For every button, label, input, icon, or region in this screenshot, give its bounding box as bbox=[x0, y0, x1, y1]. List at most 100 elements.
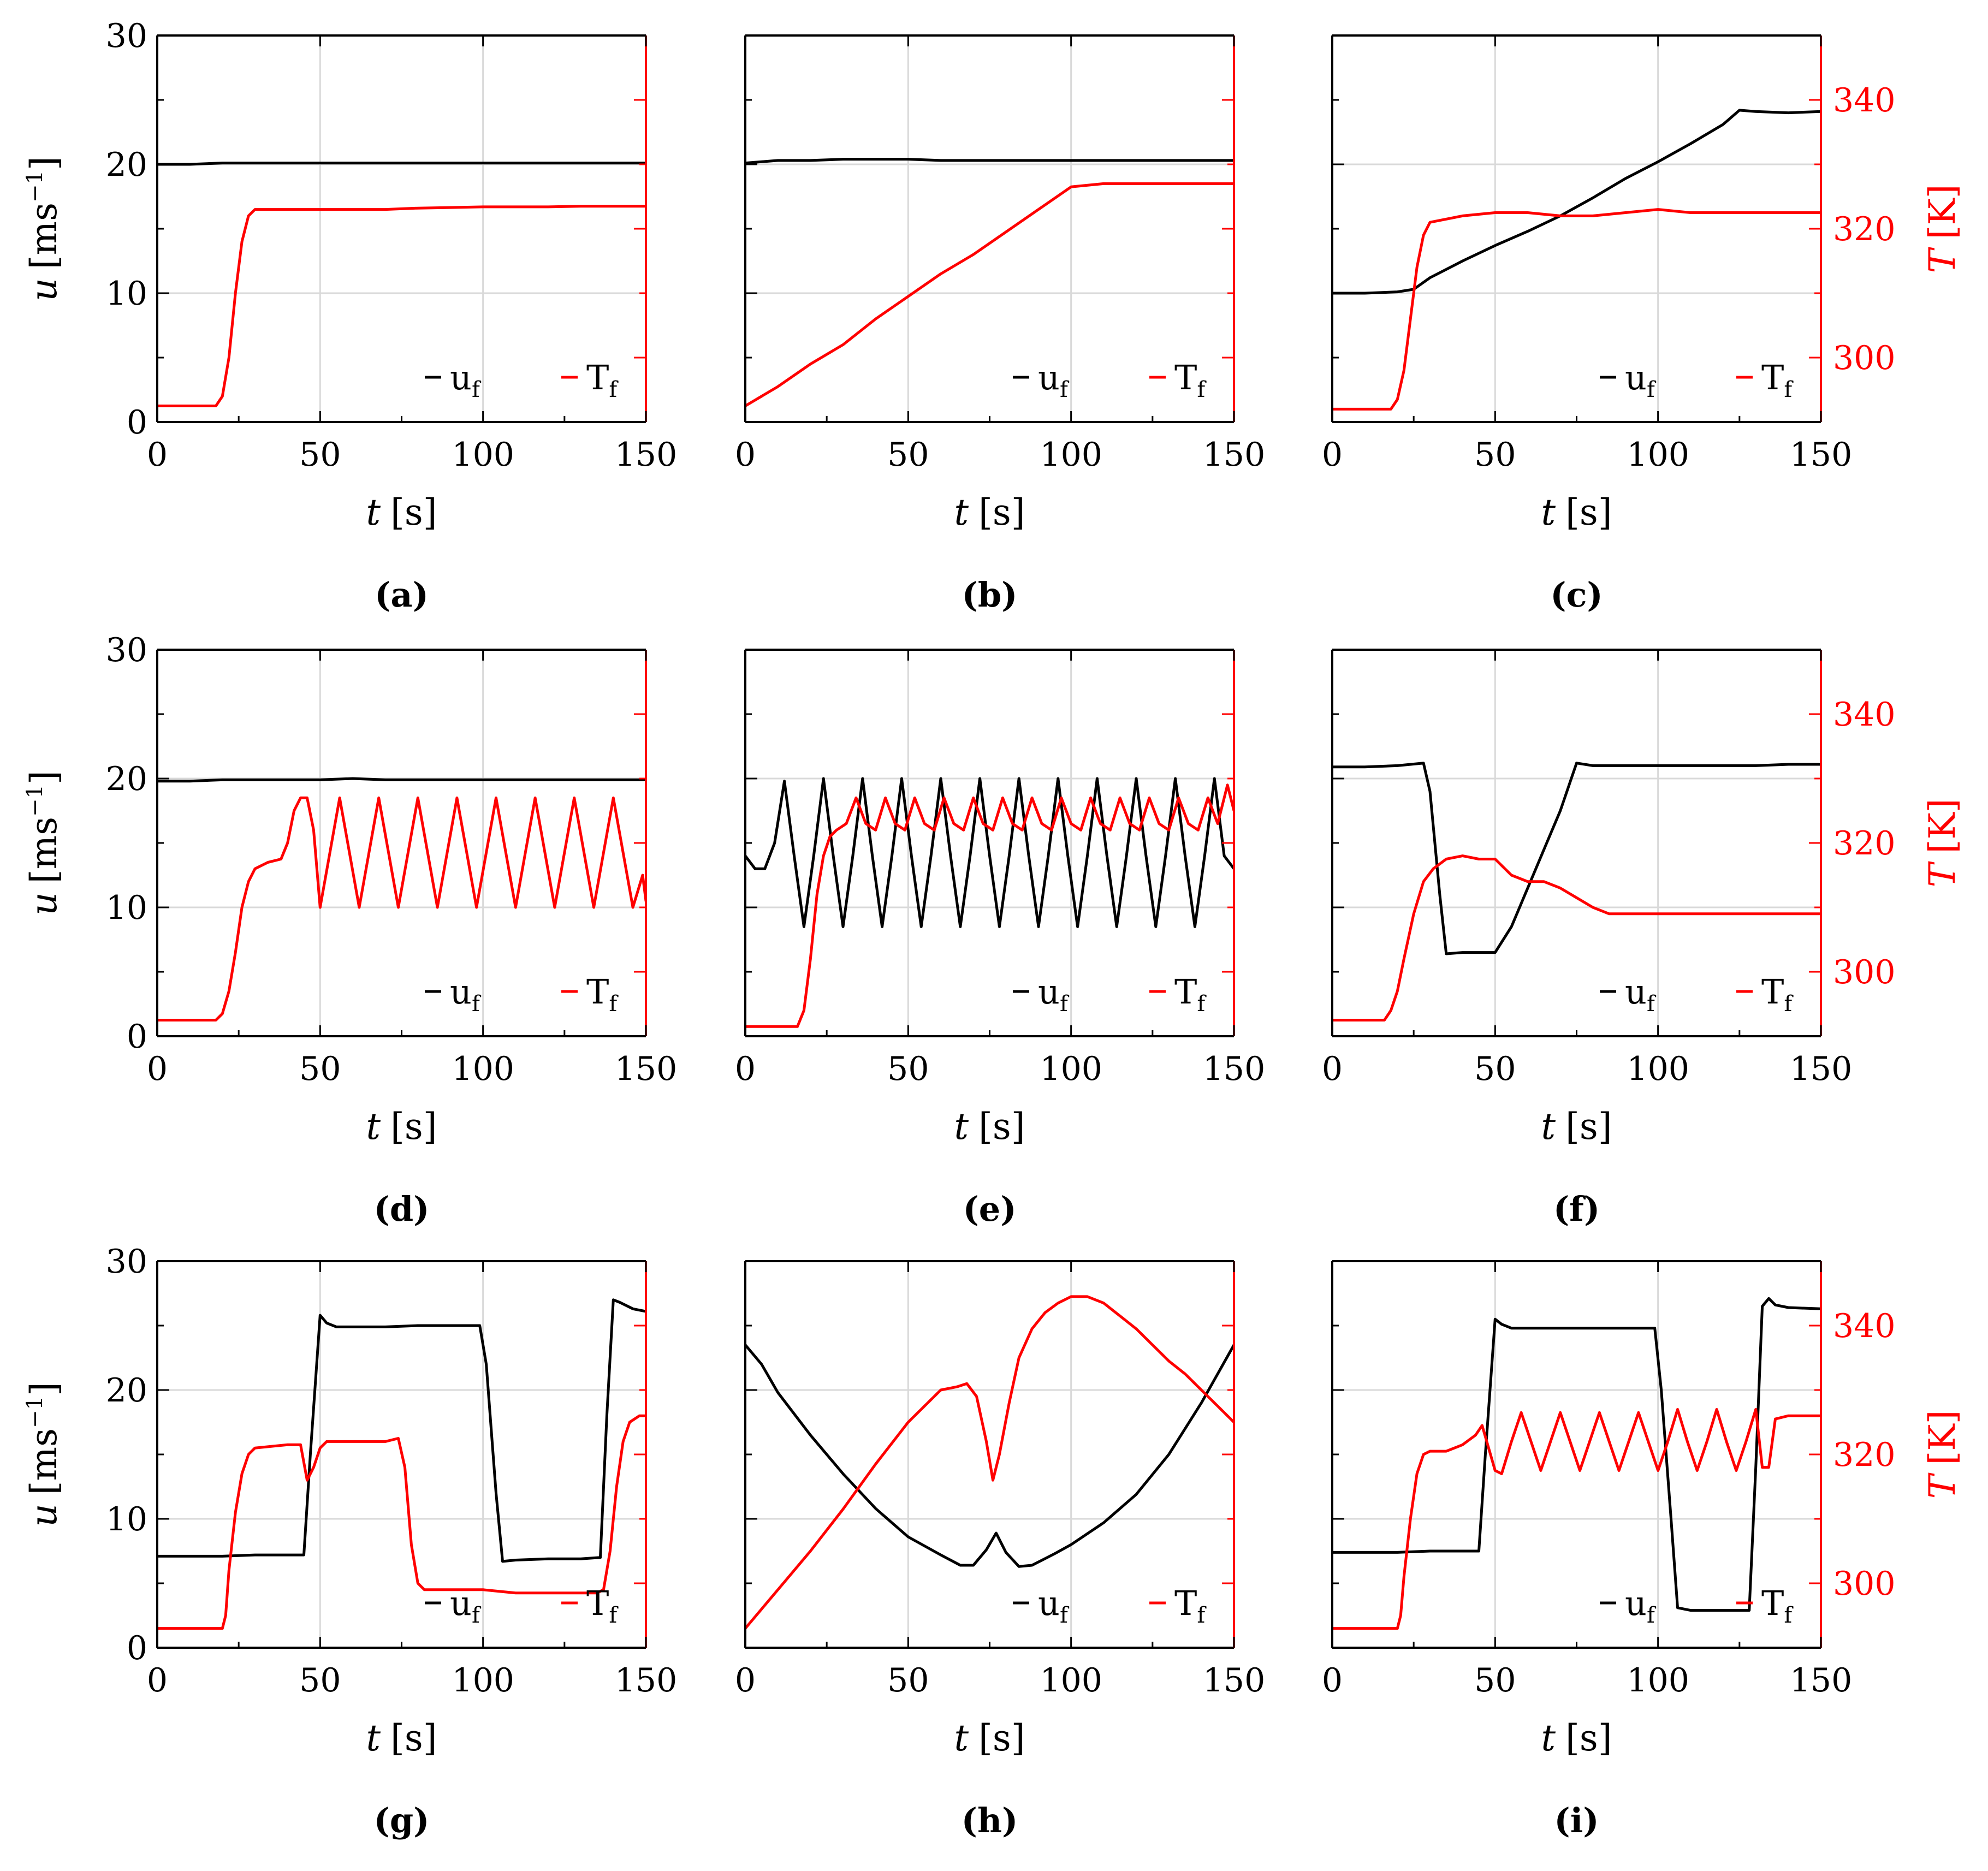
x-axis-symbol: t bbox=[366, 1717, 381, 1759]
y-axis-unit-exponent: −1 bbox=[22, 785, 48, 817]
x-tick-label: 0 bbox=[735, 436, 756, 474]
panel-label: (h) bbox=[962, 1801, 1018, 1840]
series-line-uf bbox=[1332, 1297, 1821, 1612]
x-tick-label: 100 bbox=[452, 1661, 514, 1700]
x-axis-title: t [s] bbox=[1541, 1717, 1612, 1759]
series-line-uf bbox=[157, 1298, 646, 1563]
panel-label: (a) bbox=[375, 575, 429, 615]
legend-label-uf: uf bbox=[450, 1583, 482, 1628]
x-axis-unit: [s] bbox=[1565, 1717, 1612, 1759]
x-tick-label: 50 bbox=[887, 436, 929, 474]
x-tick-label: 50 bbox=[887, 1661, 929, 1700]
series-line-uf bbox=[745, 1343, 1234, 1568]
y-tick-label: 0 bbox=[127, 1018, 147, 1056]
y-tick-label: 10 bbox=[106, 275, 147, 313]
series-line-Tf bbox=[745, 783, 1234, 1028]
legend-label-Tf: Tf bbox=[1174, 1583, 1207, 1628]
legend-label-uf: uf bbox=[1038, 1583, 1070, 1628]
x-tick-label: 150 bbox=[1203, 1661, 1266, 1700]
series-line-Tf bbox=[1332, 854, 1821, 1021]
x-tick-label: 100 bbox=[1040, 1661, 1102, 1700]
y-axis-symbol: u bbox=[23, 1504, 65, 1527]
y-axis-symbol: u bbox=[23, 278, 65, 301]
x-tick-label: 100 bbox=[452, 436, 514, 474]
legend-label-Tf: Tf bbox=[1761, 358, 1794, 402]
x-axis-symbol: t bbox=[366, 491, 381, 533]
x-axis-unit: [s] bbox=[1565, 1106, 1612, 1148]
y-tick-label: 20 bbox=[106, 760, 147, 798]
x-axis-symbol: t bbox=[366, 1106, 381, 1148]
x-tick-label: 100 bbox=[1627, 1050, 1689, 1088]
series-line-Tf bbox=[1332, 208, 1821, 411]
x-tick-label: 100 bbox=[1627, 436, 1689, 474]
series-line-Tf bbox=[157, 205, 646, 407]
panel-label: (e) bbox=[963, 1189, 1016, 1229]
x-axis-symbol: t bbox=[954, 1717, 969, 1759]
series-line-Tf bbox=[157, 796, 646, 1021]
x-tick-label: 50 bbox=[1474, 1050, 1516, 1088]
x-tick-label: 0 bbox=[1322, 1661, 1343, 1700]
y2-axis-unit: [K] bbox=[1921, 799, 1963, 854]
x-axis-unit: [s] bbox=[390, 1717, 437, 1759]
x-tick-label: 0 bbox=[147, 1050, 168, 1088]
x-axis-title: t [s] bbox=[954, 1106, 1025, 1148]
y-tick-label: 0 bbox=[127, 403, 147, 442]
x-tick-label: 150 bbox=[1790, 1661, 1853, 1700]
x-axis-symbol: t bbox=[1541, 1106, 1556, 1148]
x-axis-unit: [s] bbox=[1565, 491, 1612, 533]
x-tick-label: 50 bbox=[1474, 1661, 1516, 1700]
panel-label: (g) bbox=[373, 1801, 429, 1840]
legend-label-uf: uf bbox=[1625, 972, 1657, 1017]
y-tick-label: 30 bbox=[106, 1243, 147, 1281]
y2-axis-title: T [K] bbox=[1921, 185, 1963, 274]
x-axis-title: t [s] bbox=[366, 1717, 437, 1759]
panel-label: (f) bbox=[1553, 1189, 1600, 1229]
y2-tick-label: 320 bbox=[1833, 1436, 1896, 1474]
panel-g: 0 50 100 150 0 10 20 30 t [s] u [ms−1] uf Tf (g) bbox=[22, 1243, 677, 1840]
y2-tick-label: 340 bbox=[1833, 81, 1896, 120]
legend-label-uf: uf bbox=[1625, 1583, 1657, 1628]
y2-axis-unit: [K] bbox=[1921, 1410, 1963, 1465]
panel-e: 0 50 100 150 t [s] uf Tf (e) bbox=[735, 649, 1266, 1229]
x-tick-label: 150 bbox=[1790, 1050, 1853, 1088]
panel-b: 0 50 100 150 t [s] uf Tf (b) bbox=[735, 34, 1265, 615]
x-axis-title: t [s] bbox=[1541, 491, 1612, 533]
y2-tick-label: 320 bbox=[1833, 824, 1896, 863]
y2-tick-label: 300 bbox=[1833, 1565, 1896, 1603]
x-tick-label: 100 bbox=[1627, 1661, 1689, 1700]
x-tick-label: 0 bbox=[735, 1050, 756, 1088]
x-axis-symbol: t bbox=[954, 1106, 969, 1148]
x-axis-title: t [s] bbox=[954, 491, 1025, 533]
x-tick-label: 150 bbox=[1203, 1050, 1266, 1088]
x-tick-label: 50 bbox=[887, 1050, 929, 1088]
x-tick-label: 0 bbox=[147, 1661, 168, 1700]
legend-label-uf: uf bbox=[450, 972, 482, 1017]
x-axis-symbol: t bbox=[954, 491, 969, 533]
x-tick-label: 100 bbox=[452, 1050, 514, 1088]
y2-axis-symbol: T bbox=[1921, 246, 1963, 273]
series-line-uf bbox=[1332, 762, 1821, 955]
y-tick-label: 30 bbox=[106, 17, 147, 55]
panel-label: (d) bbox=[373, 1189, 429, 1229]
panel-d: 0 50 100 150 0 10 20 30 t [s] u [ms−1] uf Tf (d) bbox=[22, 631, 677, 1229]
y-axis-unit-close: ] bbox=[23, 156, 65, 170]
y-tick-label: 20 bbox=[106, 1371, 147, 1410]
x-axis-title: t [s] bbox=[366, 1106, 437, 1148]
legend-label-Tf: Tf bbox=[586, 1583, 619, 1628]
x-tick-label: 50 bbox=[299, 1050, 341, 1088]
series-line-uf bbox=[745, 158, 1234, 165]
x-axis-title: t [s] bbox=[366, 491, 437, 533]
y-axis-title: u [ms−1] bbox=[22, 156, 65, 301]
series-line-Tf bbox=[745, 1295, 1234, 1630]
y-tick-label: 20 bbox=[106, 146, 147, 184]
panel-label: (c) bbox=[1550, 575, 1603, 615]
series-line-uf bbox=[1332, 109, 1821, 295]
y-tick-label: 10 bbox=[106, 889, 147, 927]
y2-tick-label: 300 bbox=[1833, 339, 1896, 377]
panel-label: (b) bbox=[962, 575, 1017, 615]
legend-label-uf: uf bbox=[450, 358, 482, 402]
legend-label-Tf: Tf bbox=[1174, 358, 1207, 402]
y2-tick-label: 340 bbox=[1833, 1307, 1896, 1345]
panel-c: 0 50 100 150 300 320 340 t [s] T [K] uf Tf (c) bbox=[1322, 34, 1963, 615]
